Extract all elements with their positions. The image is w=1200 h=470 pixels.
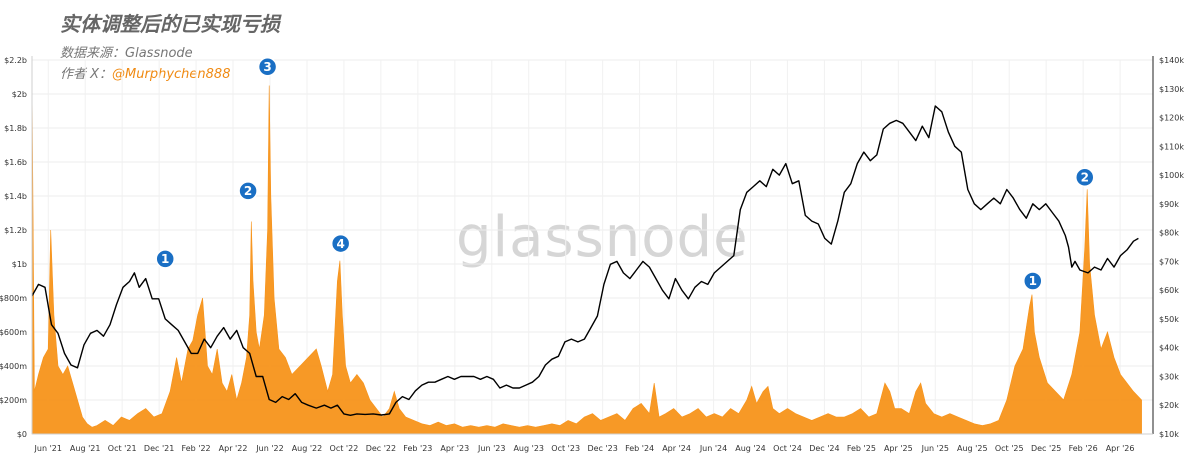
x-axis-tick-label: Feb '22 xyxy=(182,444,211,453)
left-axis-tick-label: $1b xyxy=(12,260,27,269)
x-axis-tick-label: Aug '25 xyxy=(957,444,988,453)
annotation-badge xyxy=(257,57,278,77)
btc-price-line xyxy=(31,105,1139,416)
data-source-label: 数据来源： xyxy=(60,46,126,61)
annotation-badge xyxy=(330,233,351,254)
annotation-badge xyxy=(238,181,258,201)
left-axis-tick-label: $600m xyxy=(0,328,27,337)
annotation-badge-label: 4 xyxy=(337,237,345,251)
x-axis-tick-label: Apr '22 xyxy=(219,444,248,453)
glassnode-watermark: glassnode xyxy=(456,205,749,270)
x-axis-tick-label: Apr '25 xyxy=(884,444,913,453)
annotation-badge-label: 3 xyxy=(263,60,271,74)
x-axis-tick-label: Aug '21 xyxy=(70,444,101,453)
right-axis-tick-label: $60k xyxy=(1159,286,1179,295)
x-axis-tick-label: Dec '24 xyxy=(809,444,839,453)
left-axis-tick-label: $2.2b xyxy=(4,56,27,65)
btc-price-line-group xyxy=(31,105,1139,416)
left-axis-tick-label: $2b xyxy=(12,90,27,99)
axes: $0 $200m $400m $600m $800m $1b $1.2b $1.4b $1.6b… xyxy=(0,56,1184,453)
x-axis-tick-label: Oct '21 xyxy=(108,444,137,453)
x-axis-tick-label: Dec '25 xyxy=(1031,444,1061,453)
right-axis-tick-label: $100k xyxy=(1159,171,1184,180)
x-axis-tick-label: Dec '21 xyxy=(144,444,174,453)
right-axis-tick-label: $10k xyxy=(1159,430,1179,439)
x-axis-tick-label: Apr '23 xyxy=(440,444,469,453)
x-axis-tick-label: Oct '23 xyxy=(551,444,580,453)
annotation-badge xyxy=(1023,271,1043,291)
annotation-badge-label: 1 xyxy=(161,252,169,266)
x-axis-tick-label: Jun '21 xyxy=(34,444,62,453)
x-axis-tick-label: Oct '25 xyxy=(995,444,1024,453)
right-axis-tick-label: $120k xyxy=(1159,114,1184,123)
right-axis-tick-label: $110k xyxy=(1159,142,1184,151)
x-axis-tick-label: Jun '25 xyxy=(921,444,949,453)
x-axis-tick-label: Aug '23 xyxy=(513,444,544,453)
annotation-badge-label: 2 xyxy=(1081,171,1089,185)
x-axis-tick-label: Feb '24 xyxy=(625,444,654,453)
x-axis-tick-label: Jun '22 xyxy=(255,444,283,453)
annotation-badge-label: 1 xyxy=(1029,274,1037,288)
left-axis-tick-label: $1.2b xyxy=(4,226,27,235)
x-axis-tick-label: Aug '24 xyxy=(735,444,766,453)
realized-loss-area-group xyxy=(31,76,1142,435)
x-axis-tick-label: Feb '23 xyxy=(403,444,432,453)
x-axis-tick-label: Oct '22 xyxy=(330,444,359,453)
x-axis-tick-label: Jun '23 xyxy=(477,444,505,453)
right-axis-tick-label: $80k xyxy=(1159,229,1179,238)
right-axis-tick-label: $70k xyxy=(1159,257,1179,266)
annotation-badge-label: 2 xyxy=(244,184,252,198)
chart-title: 实体调整后的已实现亏损 xyxy=(60,12,280,36)
x-axis-tick-label: Apr '26 xyxy=(1106,444,1135,453)
left-axis-tick-label: $400m xyxy=(0,362,27,371)
x-axis-tick-label: Dec '23 xyxy=(587,444,617,453)
author-handle[interactable]: @Murphychen888 xyxy=(112,67,231,82)
left-axis-tick-label: $1.4b xyxy=(4,192,27,201)
data-source-line: 数据来源：Glassnode xyxy=(60,42,193,61)
x-axis-tick-label: Dec '22 xyxy=(366,444,396,453)
author-line: 作者 X：@Murphychen888 xyxy=(60,63,230,82)
author-label: 作者 X： xyxy=(60,67,113,82)
left-axis-tick-label: $1.8b xyxy=(4,124,27,133)
x-axis-tick-label: Aug '22 xyxy=(292,444,323,453)
right-axis-tick-label: $30k xyxy=(1159,372,1179,381)
annotations: 1 2 3 4 1 2 xyxy=(155,57,1095,291)
data-source-value: Glassnode xyxy=(125,46,193,61)
x-axis-tick-label: Apr '24 xyxy=(662,444,691,453)
x-axis-tick-label: Jun '24 xyxy=(699,444,727,453)
right-axis-tick-label: $40k xyxy=(1159,344,1179,353)
right-axis-tick-label: $140k xyxy=(1159,56,1184,65)
x-axis-tick-label: Feb '26 xyxy=(1069,444,1098,453)
x-axis-tick-label: Oct '24 xyxy=(773,444,802,453)
x-axis-tick-label: Feb '25 xyxy=(847,444,876,453)
right-axis-tick-label: $20k xyxy=(1159,401,1179,410)
right-axis-tick-label: $50k xyxy=(1159,315,1179,324)
right-axis-tick-label: $130k xyxy=(1159,85,1184,94)
left-axis-tick-label: $800m xyxy=(0,294,27,303)
right-axis-tick-label: $90k xyxy=(1159,200,1179,209)
realized-loss-area xyxy=(31,76,1142,435)
annotation-badge xyxy=(1075,167,1095,188)
left-axis-tick-label: $1.6b xyxy=(4,158,27,167)
left-axis-tick-label: $200m xyxy=(0,396,27,405)
annotation-badge xyxy=(155,249,175,269)
left-axis-tick-label: $0 xyxy=(17,430,27,439)
